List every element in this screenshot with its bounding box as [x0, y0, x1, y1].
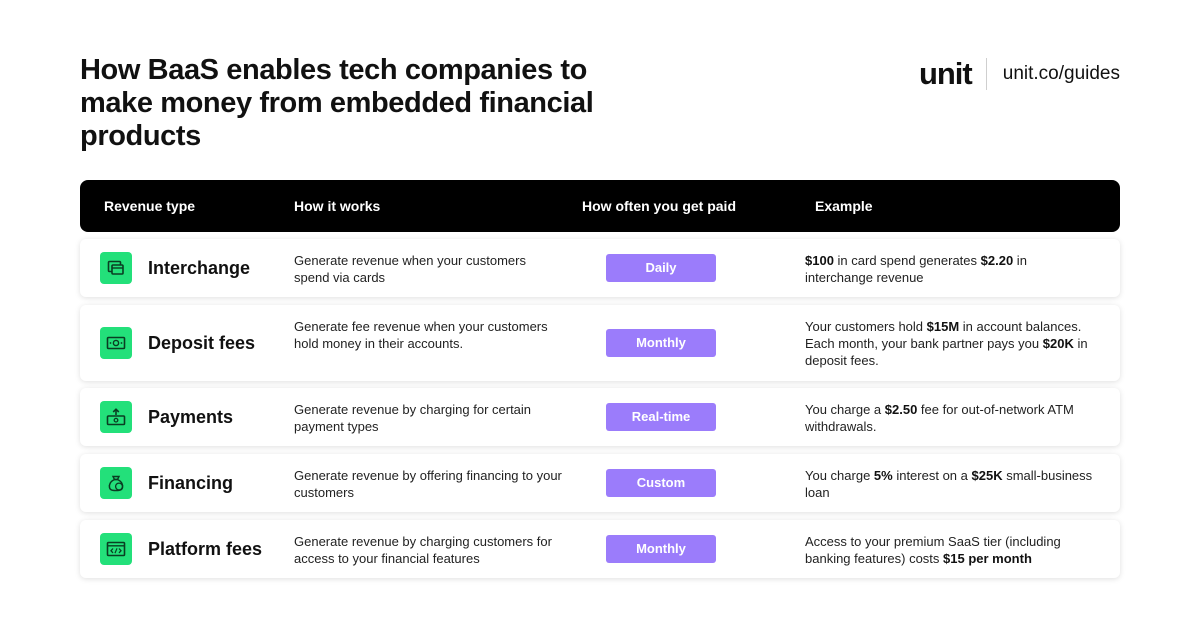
page-title: How BaaS enables tech companies to make …: [80, 54, 594, 152]
table-row-payments: Payments Generate revenue by charging fo…: [80, 388, 1120, 446]
header-example: Example: [815, 198, 873, 214]
revenue-type-name: Payments: [148, 407, 234, 427]
how-it-works-text: Generate revenue by charging for certain…: [294, 402, 532, 434]
brand-divider: [985, 58, 987, 90]
how-it-works-text: Generate revenue by offering financing t…: [294, 468, 562, 500]
unit-logo: unit: [918, 56, 973, 91]
payment-transfer-icon: [100, 401, 132, 433]
revenue-type-name: Financing: [148, 473, 233, 493]
brand-block: unit unit.co/guides: [919, 58, 1120, 90]
cash-icon: [100, 327, 132, 359]
table-header: Revenue type How it works How often you …: [80, 180, 1120, 232]
header-how-often: How often you get paid: [582, 198, 736, 214]
example-text: $100 in card spend generates $2.20 in in…: [805, 253, 1027, 285]
revenue-type-name: Platform fees: [148, 539, 263, 559]
frequency-badge: Real-time: [606, 403, 716, 431]
code-window-icon: [100, 533, 132, 565]
how-it-works-text: Generate fee revenue when your customers…: [294, 319, 548, 351]
revenue-type-name: Interchange: [148, 258, 251, 278]
how-it-works-text: Generate revenue by charging customers f…: [294, 534, 552, 566]
header-how-it-works: How it works: [294, 198, 381, 214]
header-revenue-type: Revenue type: [104, 198, 196, 214]
example-text: Access to your premium SaaS tier (includ…: [805, 534, 1061, 566]
table-row-deposit-fees: Deposit fees Generate fee revenue when y…: [80, 305, 1120, 381]
example-text: You charge 5% interest on a $25K small-b…: [805, 468, 1093, 500]
how-it-works-text: Generate revenue when your customers spe…: [294, 253, 526, 285]
revenue-table: Revenue type How it works How often you …: [80, 180, 1120, 578]
example-text: Your customers hold $15M in account bala…: [805, 319, 1088, 368]
frequency-badge: Monthly: [606, 329, 716, 357]
table-row-interchange: Interchange Generate revenue when your c…: [80, 239, 1120, 297]
card-icon: [100, 252, 132, 284]
table-row-platform-fees: Platform fees Generate revenue by chargi…: [80, 520, 1120, 578]
money-bag-icon: [100, 467, 132, 499]
frequency-badge: Daily: [606, 254, 716, 282]
frequency-badge: Monthly: [606, 535, 716, 563]
guides-link[interactable]: unit.co/guides: [1002, 63, 1120, 84]
table-row-financing: Financing Generate revenue by offering f…: [80, 454, 1120, 512]
example-text: You charge a $2.50 fee for out-of-networ…: [805, 402, 1074, 434]
frequency-badge: Custom: [606, 469, 716, 497]
revenue-type-name: Deposit fees: [148, 333, 256, 353]
